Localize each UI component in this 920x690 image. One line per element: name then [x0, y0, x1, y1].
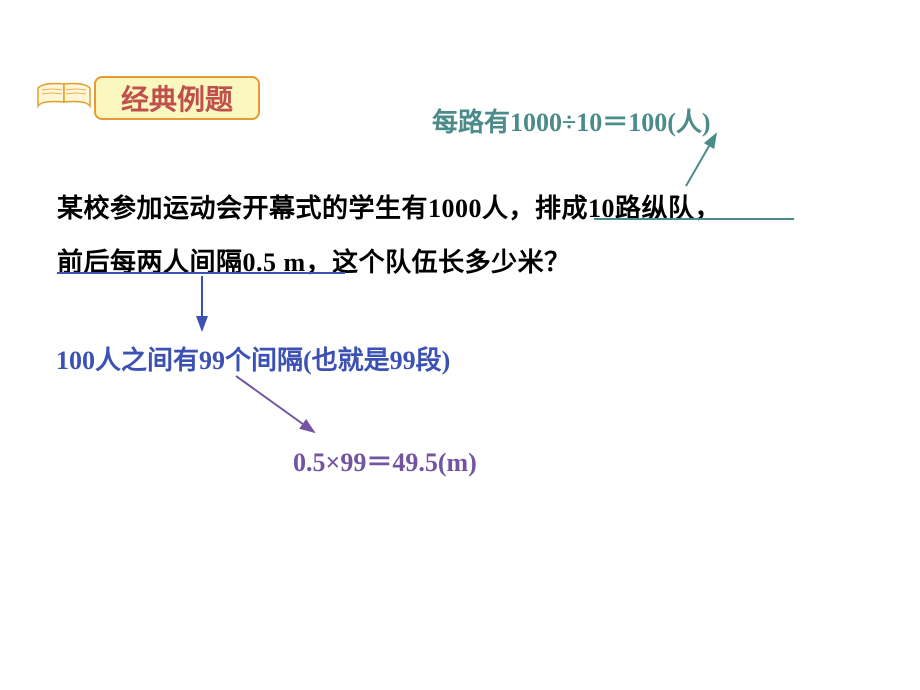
annotation-mid: 100人之间有99个间隔(也就是99段): [56, 340, 450, 377]
underline-green: [594, 218, 794, 220]
underline-blue: [57, 272, 345, 274]
annotation-bottom: 0.5×99＝49.5(m): [293, 442, 477, 479]
book-icon: [34, 76, 94, 116]
arrow-green-line: [686, 134, 716, 186]
arrow-purple-line: [236, 376, 314, 432]
annotation-top: 每路有1000÷10＝100(人): [432, 102, 711, 139]
section-title-box: 经典例题: [94, 76, 260, 120]
